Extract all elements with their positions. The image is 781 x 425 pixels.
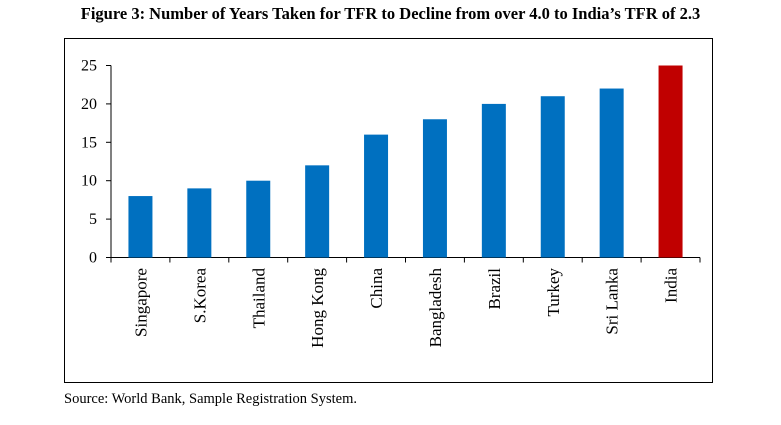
y-tick-label: 0	[89, 250, 97, 267]
chart-title: Figure 3: Number of Years Taken for TFR …	[80, 4, 701, 23]
x-tick-label: Sri Lanka	[603, 268, 622, 335]
bar-turkey	[540, 96, 565, 258]
x-tick-label: India	[662, 268, 681, 303]
y-tick-label: 15	[81, 134, 97, 151]
bar-china	[364, 134, 389, 258]
x-tick-label: Thailand	[249, 268, 268, 329]
bar-bangladesh	[422, 119, 447, 258]
bar-brazil	[481, 103, 506, 258]
x-tick-label: S.Korea	[190, 268, 209, 324]
source-note: Source: World Bank, Sample Registration …	[64, 391, 357, 407]
bar-s-korea	[187, 188, 212, 258]
y-tick-label: 10	[81, 173, 97, 190]
x-tick-label: Hong Kong	[308, 268, 327, 348]
y-tick-label: 25	[81, 58, 97, 75]
x-tick-label: Bangladesh	[426, 268, 445, 348]
bar-singapore	[128, 196, 153, 258]
x-tick-label: Singapore	[131, 268, 150, 337]
bar-hong-kong	[305, 165, 330, 258]
y-tick-label: 5	[89, 211, 97, 228]
y-tick-label: 20	[81, 96, 97, 113]
chart-frame	[64, 38, 713, 383]
x-tick-label: China	[367, 268, 386, 309]
bar-thailand	[246, 180, 271, 258]
bar-india	[658, 65, 683, 258]
bar-sri-lanka	[599, 88, 624, 258]
x-tick-label: Turkey	[544, 268, 563, 317]
x-tick-label: Brazil	[485, 268, 504, 310]
